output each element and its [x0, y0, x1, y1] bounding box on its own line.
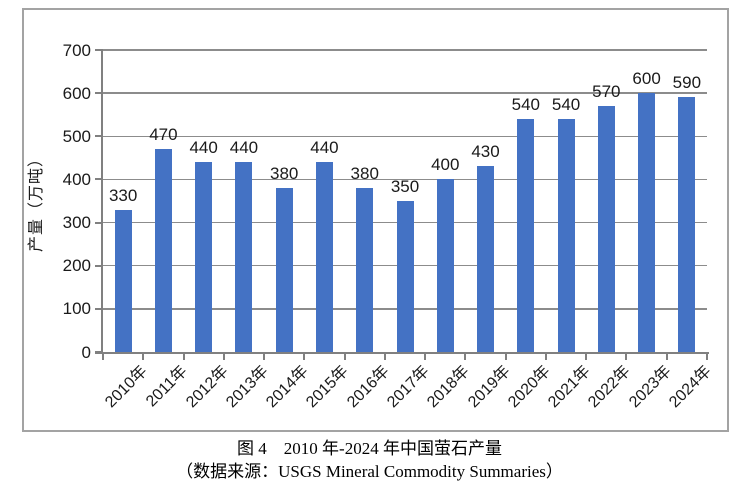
bar [678, 97, 696, 352]
bar-value-label: 330 [108, 185, 138, 205]
figure-caption: 图 4 2010 年-2024 年中国萤石产量 [237, 439, 502, 458]
bar-value-label: 600 [632, 69, 661, 89]
bar-value-label: 380 [270, 164, 299, 184]
x-axis-tick [343, 352, 346, 360]
x-axis-tick [383, 352, 386, 360]
bar [195, 162, 213, 352]
figure-caption-block: 图 4 2010 年-2024 年中国萤石产量 （数据来源：USGS Miner… [0, 437, 739, 483]
bar [638, 93, 656, 352]
bar [396, 201, 414, 352]
bar [275, 188, 293, 352]
x-axis-tick [102, 352, 104, 360]
x-axis-tick [182, 352, 185, 360]
bar-value-label: 440 [189, 138, 218, 158]
y-tick-label: 700 [62, 40, 91, 60]
x-axis-tick [706, 352, 708, 360]
bar [557, 119, 575, 352]
y-axis-tick [95, 178, 103, 181]
y-axis-tick [95, 264, 103, 267]
bar [154, 149, 172, 352]
y-axis-tick [95, 307, 103, 310]
bar [597, 106, 615, 352]
plot-area: 0 100 200 300 400 500 600 700 330 2010年 470 2011年 44… [24, 10, 727, 430]
y-tick-label: 600 [62, 83, 91, 103]
bar-value-label: 590 [672, 73, 702, 93]
y-tick-label: 400 [62, 169, 91, 189]
x-axis-tick [263, 352, 266, 360]
bar-value-label: 400 [431, 155, 460, 175]
y-tick-label: 100 [62, 299, 91, 319]
x-axis-tick [585, 352, 588, 360]
bar-value-label: 440 [310, 138, 339, 158]
y-axis-tick [95, 49, 103, 51]
y-gridline [103, 92, 707, 94]
y-tick-label: 0 [81, 342, 91, 362]
bar [517, 119, 535, 352]
x-axis-line [95, 352, 709, 354]
y-tick-label: 300 [62, 213, 91, 233]
x-axis-tick [625, 352, 628, 360]
bar-value-label: 470 [149, 125, 178, 145]
bar [356, 188, 374, 352]
y-gridline [103, 178, 707, 181]
bar-value-label: 570 [592, 82, 621, 102]
x-axis-tick [665, 352, 668, 360]
x-axis-tick [222, 352, 225, 360]
bar-value-label: 540 [511, 95, 540, 115]
y-tick-label: 500 [62, 126, 91, 146]
x-axis-tick [464, 352, 467, 360]
x-axis-tick [303, 352, 306, 360]
bar [114, 209, 132, 352]
x-axis-tick [504, 352, 507, 360]
bar [315, 162, 333, 352]
x-axis-tick [544, 352, 547, 360]
bar-value-label: 430 [471, 142, 500, 162]
y-axis-tick [95, 92, 103, 95]
y-axis-tick [95, 221, 103, 224]
y-axis-tick [95, 135, 103, 138]
bar [235, 162, 253, 352]
figure-source: （数据来源：USGS Mineral Commodity Summaries） [176, 462, 563, 481]
bar-value-label: 440 [229, 138, 259, 158]
bar-value-label: 540 [551, 95, 581, 115]
y-axis-line [101, 50, 103, 354]
bar [436, 179, 454, 352]
bar [477, 166, 495, 352]
y-gridline [103, 49, 707, 51]
bar-chart: 产量（万吨） 0 100 200 300 400 500 600 700 330 2010年 470… [22, 8, 729, 432]
y-gridline [103, 135, 707, 138]
bar-value-label: 380 [350, 164, 379, 184]
x-axis-tick [142, 352, 145, 360]
bar-value-label: 350 [390, 177, 420, 196]
y-tick-label: 200 [62, 256, 91, 276]
x-axis-tick [424, 352, 427, 360]
